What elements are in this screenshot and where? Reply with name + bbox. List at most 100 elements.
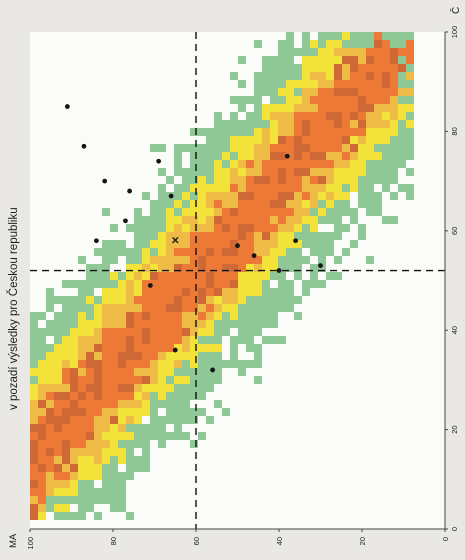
heatmap-cell — [398, 72, 406, 80]
heatmap-cell — [86, 328, 94, 336]
heatmap-cell — [230, 96, 238, 104]
heatmap-cell — [262, 136, 270, 144]
heatmap-cell — [198, 360, 206, 368]
data-point — [81, 143, 87, 149]
heatmap-cell — [286, 232, 294, 240]
heatmap-cell — [70, 392, 78, 400]
heatmap-cell — [190, 280, 198, 288]
heatmap-cell — [286, 136, 294, 144]
heatmap-cell — [142, 448, 150, 456]
heatmap-cell — [182, 304, 190, 312]
heatmap-cell — [342, 104, 350, 112]
heatmap-cell — [278, 80, 286, 88]
heatmap-cell — [86, 392, 94, 400]
heatmap-cell — [158, 248, 166, 256]
heatmap-cell — [294, 48, 302, 56]
heatmap-cell — [278, 112, 286, 120]
heatmap-cell — [70, 480, 78, 488]
heatmap-cell — [326, 240, 334, 248]
heatmap-cell — [374, 56, 382, 64]
heatmap-cell — [142, 368, 150, 376]
heatmap-cell — [254, 304, 262, 312]
heatmap-cell — [254, 176, 262, 184]
heatmap-cell — [126, 288, 134, 296]
heatmap-cell — [102, 344, 110, 352]
heatmap-cell — [166, 392, 174, 400]
heatmap-cell — [278, 144, 286, 152]
heatmap-cell — [110, 400, 118, 408]
heatmap-cell — [222, 128, 230, 136]
heatmap-cell — [342, 224, 350, 232]
heatmap-cell — [238, 320, 246, 328]
heatmap-cell — [54, 424, 62, 432]
heatmap-cell — [214, 376, 222, 384]
data-point — [210, 367, 216, 373]
heatmap-cell — [46, 344, 54, 352]
heatmap-cell — [390, 80, 398, 88]
heatmap-cell — [382, 64, 390, 72]
heatmap-cell — [158, 416, 166, 424]
heatmap-cell — [30, 504, 38, 512]
heatmap-cell — [334, 32, 342, 40]
heatmap-cell — [94, 328, 102, 336]
heatmap-cell — [38, 408, 46, 416]
heatmap-cell — [294, 168, 302, 176]
heatmap-cell — [206, 200, 214, 208]
heatmap-cell — [30, 440, 38, 448]
heatmap-cell — [286, 96, 294, 104]
heatmap-cell — [262, 112, 270, 120]
heatmap-cell — [158, 200, 166, 208]
heatmap-cell — [334, 120, 342, 128]
heatmap-cell — [86, 320, 94, 328]
heatmap-cell — [406, 40, 414, 48]
heatmap-cell — [166, 304, 174, 312]
heatmap-cell — [78, 328, 86, 336]
heatmap-cell — [118, 432, 126, 440]
heatmap-cell — [110, 224, 118, 232]
heatmap-cell — [38, 448, 46, 456]
heatmap-cell — [142, 224, 150, 232]
heatmap-cell — [270, 88, 278, 96]
heatmap-cell — [198, 200, 206, 208]
heatmap-cell — [102, 392, 110, 400]
heatmap-cell — [38, 488, 46, 496]
x-tick-label: 60 — [192, 537, 201, 545]
heatmap-cell — [326, 80, 334, 88]
heatmap-cell — [94, 456, 102, 464]
heatmap-cell — [342, 248, 350, 256]
heatmap-cell — [310, 72, 318, 80]
heatmap-cell — [278, 104, 286, 112]
heatmap-cell — [358, 152, 366, 160]
heatmap-cell — [254, 80, 262, 88]
heatmap-cell — [70, 472, 78, 480]
heatmap-cell — [190, 256, 198, 264]
heatmap-cell — [38, 384, 46, 392]
heatmap-cell — [46, 496, 54, 504]
heatmap-cell — [214, 232, 222, 240]
heatmap-cell — [126, 272, 134, 280]
heatmap-cell — [86, 488, 94, 496]
heatmap-cell — [374, 168, 382, 176]
heatmap-cell — [302, 96, 310, 104]
heatmap-cell — [406, 112, 414, 120]
heatmap-cell — [190, 192, 198, 200]
heatmap-cell — [134, 392, 142, 400]
heatmap-cell — [270, 192, 278, 200]
heatmap-cell — [278, 160, 286, 168]
heatmap-cell — [358, 48, 366, 56]
heatmap-cell — [222, 176, 230, 184]
heatmap-cell — [278, 336, 286, 344]
heatmap-cell — [294, 232, 302, 240]
heatmap-cell — [94, 408, 102, 416]
heatmap-cell — [286, 152, 294, 160]
heatmap-cell — [326, 272, 334, 280]
heatmap-cell — [174, 208, 182, 216]
heatmap-cell — [118, 360, 126, 368]
heatmap-cell — [126, 352, 134, 360]
heatmap-cell — [230, 192, 238, 200]
heatmap-cell — [278, 176, 286, 184]
heatmap-cell — [294, 120, 302, 128]
heatmap-cell — [190, 440, 198, 448]
heatmap-cell — [190, 312, 198, 320]
